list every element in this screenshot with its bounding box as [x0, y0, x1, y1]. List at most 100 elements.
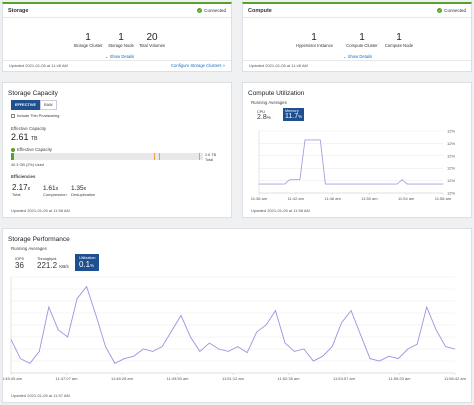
data-point	[426, 306, 428, 308]
configure-storage-clusters-link[interactable]: Configure Storage Clusters »	[171, 63, 225, 68]
data-point	[365, 183, 367, 185]
data-point	[67, 336, 69, 338]
data-point	[180, 315, 182, 316]
divider	[3, 60, 231, 61]
compute-status: ✓ Connected	[437, 8, 466, 13]
data-point	[396, 183, 398, 185]
storage-status-text: Connected	[204, 8, 226, 13]
used-fill	[11, 153, 15, 160]
compute-updated: Updated 2021-01-05 at 11:48 AM	[249, 63, 308, 68]
data-point	[227, 351, 229, 352]
bar-total-label: Total	[205, 157, 214, 162]
data-point	[322, 355, 324, 357]
data-point	[258, 183, 260, 185]
data-point	[309, 139, 311, 141]
data-point	[442, 183, 444, 185]
x-tick-label: 11:51:12 am	[222, 376, 245, 381]
data-point	[335, 183, 337, 185]
data-point	[312, 360, 314, 362]
memory-metric[interactable]: Memory 11.7%	[283, 108, 305, 121]
data-point	[142, 348, 144, 350]
effective-capacity-label: Effective Capacity	[11, 126, 47, 131]
storage-status: ✓ Connected	[197, 8, 226, 13]
data-point	[256, 331, 257, 333]
data-point	[388, 355, 390, 357]
data-point	[422, 183, 423, 185]
checkbox-label: Include Thin Provisioning	[17, 114, 60, 118]
storage-show-details-link[interactable]: ⌄ Show Details	[105, 54, 135, 59]
y-tick-label: 12%	[447, 166, 455, 171]
stat-storage-node[interactable]: 1 Storage Node	[106, 32, 136, 48]
efficiencies-title: Efficiencies	[11, 174, 36, 179]
efficiency-label: Deduplication	[71, 192, 96, 197]
stat-label: Compute Cluster	[346, 43, 378, 48]
threshold-marker	[159, 153, 160, 160]
data-point	[350, 183, 352, 185]
stat-label: Total Volumes	[138, 43, 166, 48]
series-line	[10, 285, 456, 364]
data-point	[76, 298, 78, 299]
x-tick-label: 11:50 am	[361, 196, 378, 201]
compute-show-details-link[interactable]: ⌄ Show Details	[343, 54, 373, 59]
data-point	[369, 358, 371, 359]
data-point	[105, 346, 106, 347]
perf-title: Storage Performance	[8, 236, 70, 243]
data-point	[273, 183, 275, 185]
stat-compute-node[interactable]: 1 Compute Node	[381, 32, 417, 48]
data-point	[133, 355, 135, 357]
stat-storage-cluster[interactable]: 1 Storage Cluster	[73, 32, 103, 48]
efficiency-label: Total	[12, 192, 21, 197]
data-point	[330, 183, 331, 185]
data-point	[454, 348, 456, 350]
stat-compute-cluster[interactable]: 1 Compute Cluster	[344, 32, 380, 48]
x-tick-label: 11:42 am	[288, 196, 305, 201]
effective-value-unit: TB	[31, 136, 38, 142]
data-point	[435, 329, 437, 331]
utilization-metric[interactable]: Utilization 0.1%	[75, 254, 100, 271]
bar-total: 2.6 TB Total	[205, 153, 216, 162]
capacity-title: Storage Capacity	[8, 90, 58, 97]
utilization-unit: %	[90, 263, 95, 268]
y-tick-label: 12%	[447, 178, 455, 183]
data-point	[275, 310, 276, 311]
iops-metric[interactable]: IOPS 36	[13, 256, 26, 271]
bar-legend: Effective Capacity	[11, 147, 52, 152]
tab-effective[interactable]: EFFECTIVE	[11, 100, 40, 110]
data-point	[325, 183, 326, 185]
data-point	[331, 346, 333, 347]
data-point	[284, 342, 286, 344]
data-point	[289, 179, 291, 181]
y-tick-label: 12%	[447, 153, 455, 158]
tab-raw[interactable]: RAW	[39, 100, 57, 110]
data-point	[360, 183, 362, 185]
data-point	[237, 346, 239, 347]
cpu-value: 2.8	[257, 114, 267, 121]
show-details-text: Show Details	[347, 54, 373, 59]
throughput-metric[interactable]: Throughput 221.2 KB/s	[35, 256, 71, 271]
cpu-metric[interactable]: CPU 2.8%	[255, 109, 273, 122]
cpu-unit: %	[266, 115, 271, 120]
stat-value: 1	[359, 32, 365, 43]
data-point	[345, 183, 347, 185]
compute-util-title: Compute Utilization	[248, 90, 305, 97]
data-point	[411, 183, 413, 185]
divider	[243, 17, 471, 18]
data-point	[391, 183, 393, 185]
stat-label: Compute Node	[384, 43, 414, 48]
stat-hypervisor-instance[interactable]: 1 Hypervisor Instance	[296, 32, 333, 48]
stat-total-volumes[interactable]: 20 Total Volumes	[137, 32, 167, 48]
compute-status-text: Connected	[444, 8, 466, 13]
efficiency-deduplication: 1.35x Deduplication	[71, 185, 96, 197]
efficiency-total: 2.17x Total	[12, 183, 31, 197]
data-point	[190, 336, 191, 338]
divider	[3, 17, 231, 18]
data-point	[432, 183, 434, 185]
memory-value: 11.7	[285, 113, 299, 120]
data-point	[199, 351, 201, 352]
data-point	[152, 351, 154, 352]
effective-capacity-bar	[11, 153, 203, 160]
include-thin-provisioning-checkbox[interactable]: Include Thin Provisioning	[11, 114, 59, 118]
data-point	[381, 183, 383, 185]
y-tick-label: 12%	[447, 129, 455, 134]
data-point	[371, 183, 372, 185]
